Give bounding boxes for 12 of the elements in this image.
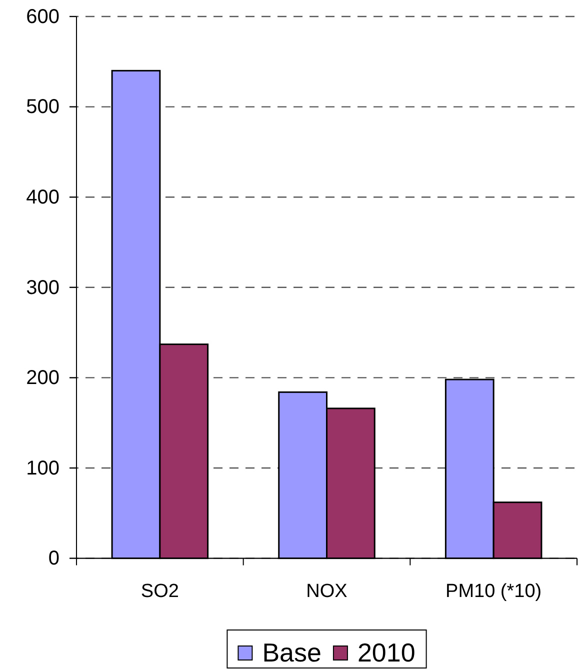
x-tick-label: PM10 (*10) (446, 581, 542, 602)
legend-label: 2010 (357, 638, 416, 668)
y-tick-label: 200 (26, 367, 60, 390)
y-tick-label: 400 (26, 186, 60, 208)
y-tick-label: 600 (26, 6, 60, 28)
y-tick-label: 0 (48, 548, 60, 570)
y-tick-label: 500 (26, 96, 60, 118)
x-tick-label: SO2 (140, 581, 179, 602)
y-tick-label: 100 (26, 457, 60, 480)
legend-label: Base (262, 638, 322, 668)
y-tick-label: 300 (26, 276, 60, 299)
x-tick-label: NOX (306, 581, 348, 602)
